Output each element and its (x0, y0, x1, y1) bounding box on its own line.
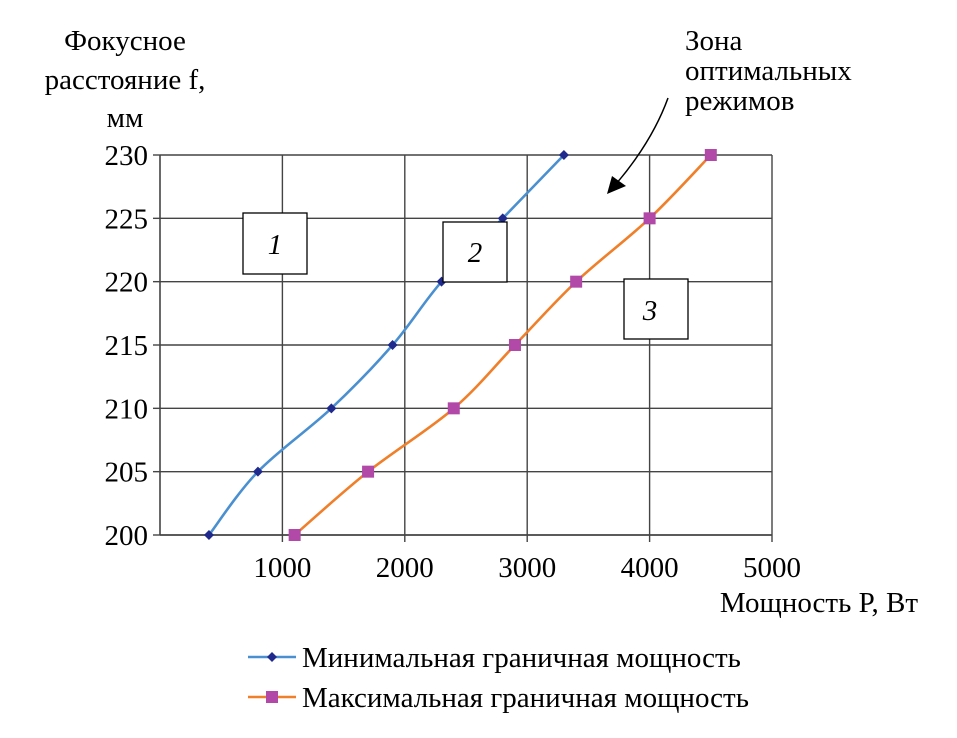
series-1-point-3 (326, 403, 337, 414)
series-2-point-1 (288, 529, 301, 541)
series-2-point-3 (447, 402, 460, 415)
series-2-point-2 (362, 465, 375, 478)
zone-label-1: 1 (268, 229, 283, 261)
legend-label-1: Минимальная граничная мощность (302, 642, 741, 674)
zone-arrowhead (607, 176, 626, 194)
series-1-point-2 (252, 466, 263, 477)
zone-annotation-line-1: Зона (685, 25, 743, 57)
y-tick-label-215: 215 (105, 330, 149, 362)
series-1 (203, 150, 569, 540)
y-tick-label-210: 210 (105, 393, 149, 425)
x-tick-label-2000: 2000 (376, 552, 434, 584)
axes (153, 154, 773, 542)
y-tick-label-200: 200 (105, 520, 149, 552)
zone-label-1-box: 1 (242, 212, 308, 275)
legend-marker-2 (266, 691, 278, 703)
series-1-point-4 (387, 340, 398, 350)
series-1-point-1 (203, 530, 214, 540)
legend-label-2: Максимальная граничная мощность (302, 682, 749, 714)
zone-annotation-line-2: оптимальных (685, 55, 852, 87)
series-2-point-7 (704, 149, 717, 161)
legend: Минимальная граничная мощность Максимальн… (248, 642, 749, 714)
zone-arrow (615, 97, 669, 185)
series-2-point-6 (643, 212, 656, 225)
x-tick-label-1000: 1000 (253, 552, 311, 584)
series-layer (203, 149, 717, 541)
y-tick-label-230: 230 (105, 140, 149, 172)
zone-label-2: 2 (468, 237, 483, 269)
series-1-point-7 (558, 150, 569, 160)
zone-annotation-line-3: режимов (685, 85, 794, 117)
y-tick-label-220: 220 (105, 267, 149, 299)
series-2-point-5 (570, 275, 583, 288)
x-tick-label-4000: 4000 (621, 552, 679, 584)
y-axis-title: Фокусное расстояние f, мм (45, 25, 206, 134)
zone-annotation: Зона оптимальных режимов (607, 25, 852, 194)
series-2-point-4 (508, 339, 521, 351)
y-axis-title-line-1: Фокусное (64, 25, 186, 57)
y-axis-title-line-3: мм (107, 102, 144, 134)
y-axis-title-line-2: расстояние f, (45, 64, 206, 96)
y-tick-label-225: 225 (105, 203, 149, 235)
y-tick-labels: 200 205 210 215 220 225 230 (105, 140, 149, 552)
x-axis-title: Мощность P, Вт (720, 587, 918, 619)
x-tick-labels: 1000 2000 3000 4000 5000 (253, 552, 801, 584)
zone-label-3-box: 3 (623, 278, 689, 340)
x-tick-label-5000: 5000 (743, 552, 801, 584)
y-tick-label-205: 205 (105, 457, 149, 489)
zone-label-2-box: 2 (442, 221, 508, 283)
x-tick-label-3000: 3000 (498, 552, 556, 584)
series-2 (288, 149, 717, 541)
series-1-point-6 (497, 213, 508, 224)
legend-marker-1 (267, 652, 277, 662)
zone-label-3: 3 (642, 295, 658, 327)
